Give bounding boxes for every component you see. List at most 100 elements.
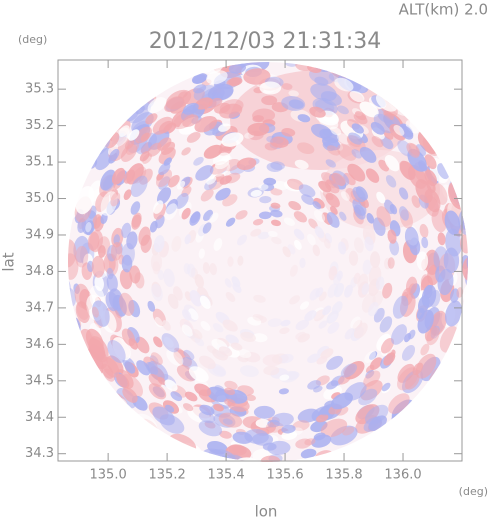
echo-blob [215,187,231,201]
echo-blob [326,310,339,324]
echo-blob [365,168,380,183]
echo-blob [231,276,241,288]
echo-blob [250,228,262,237]
y-tick-label: 35.3 [25,82,54,97]
echo-blob [131,212,142,228]
echo-blob [297,142,315,155]
echo-blob [328,265,338,281]
echo-blob [161,333,180,353]
echo-blob [404,373,420,390]
echo-blob [68,239,77,268]
echo-blob [259,195,272,204]
echo-blob [109,148,120,162]
echo-blob [381,382,391,392]
echo-blob [209,212,219,223]
echo-blob [225,292,236,302]
echo-blob [183,349,195,360]
echo-blob [361,283,370,295]
echo-blob [437,232,446,246]
echo-blob [224,380,238,390]
echo-blob [462,256,468,281]
echo-blob [230,342,243,351]
echo-blob [299,301,310,310]
echo-blob [418,160,428,172]
echo-blob [85,222,92,233]
echo-blob [364,350,376,363]
echo-blob [392,295,409,319]
echo-blob [148,383,167,400]
echo-blob [147,300,156,312]
echo-blob [393,124,405,136]
echo-blob [126,231,138,250]
echo-blob [331,172,346,186]
echo-blob [68,242,69,254]
echo-blob [323,238,331,249]
echo-blob [258,184,269,191]
echo-blob [123,189,132,201]
echo-blob [333,282,345,298]
echo-blob [240,331,256,342]
echo-blob [263,177,277,186]
echo-blob [416,251,429,271]
echo-blob [250,189,262,197]
echo-blob [219,175,232,185]
echo-blob [376,206,391,227]
echo-blob [129,265,141,284]
echo-blob [401,344,416,361]
y-unit: (deg) [18,33,47,46]
echo-blob [267,318,283,327]
echo-blob [120,143,138,163]
echo-blob [261,95,278,106]
echo-blob [123,169,136,184]
echo-blob [280,319,291,327]
echo-blob [273,180,289,191]
echo-blob [307,380,322,390]
echo-blob [327,283,338,298]
echo-blob [111,167,126,185]
echo-blob [149,220,158,233]
echo-blob [337,144,357,161]
echo-blob [252,314,264,321]
echo-blob [365,370,375,379]
echo-blob [187,263,196,278]
echo-blob [437,268,454,296]
echo-blob [456,287,464,298]
echo-blob [325,192,340,208]
echo-blob [348,250,359,266]
echo-blob [203,144,223,159]
echo-blob [212,323,224,333]
x-tick-label: 136.0 [384,468,421,483]
echo-blob [426,327,440,346]
echo-blob [257,231,270,240]
echo-blob [281,83,293,90]
y-tick-label: 35.0 [25,191,54,206]
echo-blob [222,418,233,425]
echo-blob [399,206,409,221]
echo-blob [202,262,210,274]
echo-blob [225,217,236,227]
echo-blob [189,211,201,226]
echo-blob [100,191,118,216]
echo-blob [444,210,461,235]
echo-blob [355,186,368,201]
echo-blob [316,356,328,365]
echo-blob [121,254,133,273]
echo-blob [136,360,151,376]
echo-blob [288,90,299,97]
x-tick-label: 135.0 [90,468,127,483]
y-tick-label: 34.5 [25,373,54,388]
echo-blob [371,135,384,148]
echo-blob [281,96,306,111]
echo-blob [292,420,310,431]
echo-blob [353,272,361,285]
echo-blob [404,226,419,249]
echo-blob [213,238,223,251]
echo-blob [193,156,204,166]
echo-blob [262,354,283,367]
echo-blob [75,185,95,215]
echo-blob [385,175,397,188]
echo-blob [362,259,372,275]
echo-blob [289,295,301,305]
echo-blob [130,175,148,197]
